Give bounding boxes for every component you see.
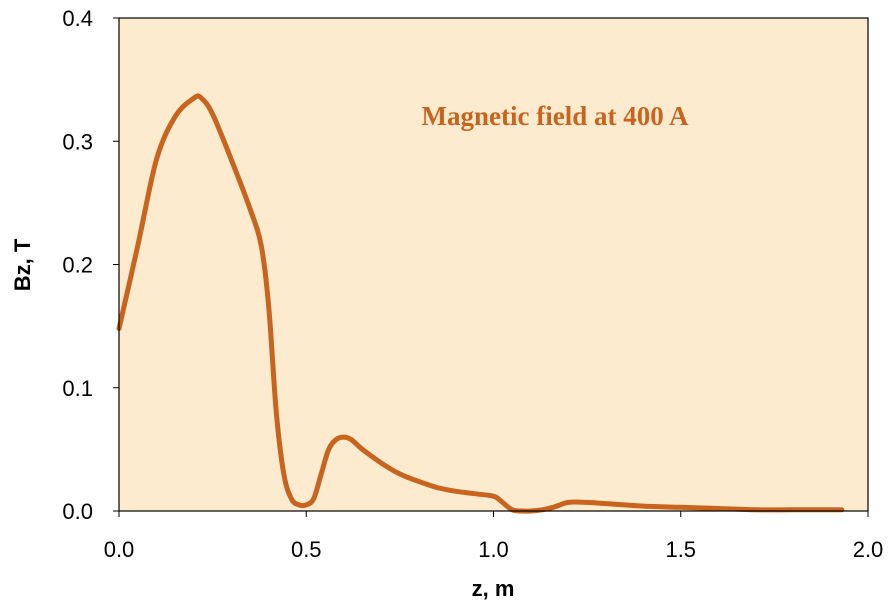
y-tick-label: 0.0 <box>62 499 93 524</box>
tick-marks <box>113 17 869 517</box>
x-tick-label: 0.0 <box>104 537 135 562</box>
y-tick-label: 0.4 <box>62 6 93 31</box>
plot-frame <box>118 17 869 512</box>
x-tick-label: 1.5 <box>665 537 696 562</box>
y-tick-label: 0.2 <box>62 253 93 278</box>
series-line <box>116 93 845 514</box>
y-tick-label: 0.1 <box>62 376 93 401</box>
x-axis-title: z, m <box>472 576 515 601</box>
x-tick-label: 0.5 <box>291 537 322 562</box>
plot-area <box>119 18 868 511</box>
chart-annotation: Magnetic field at 400 A <box>422 101 689 131</box>
tick-labels: 0.0 0.5 1.0 1.5 2.0 0.0 0.1 0.2 0.3 0.4 <box>62 6 883 562</box>
y-axis-title: Bz, T <box>10 238 35 291</box>
x-tick-label: 1.0 <box>478 537 509 562</box>
y-tick-label: 0.3 <box>62 129 93 154</box>
x-tick-label: 2.0 <box>853 537 884 562</box>
